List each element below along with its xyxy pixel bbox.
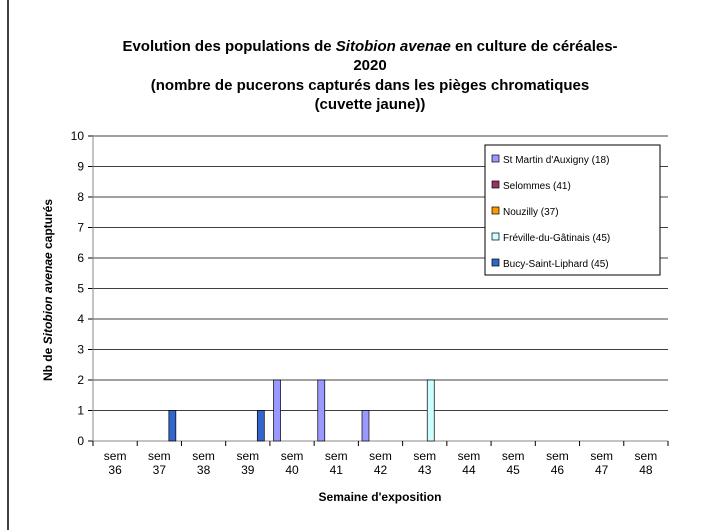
bar <box>426 379 435 442</box>
legend-label: Bucy-Saint-Liphard (45) <box>503 259 609 270</box>
x-tick-label: sem 47 <box>590 449 613 477</box>
y-tick-label: 9 <box>77 160 84 174</box>
y-tick-label: 8 <box>77 190 84 204</box>
legend-swatch <box>491 154 500 163</box>
bar <box>168 410 177 442</box>
x-tick-label: sem 44 <box>458 449 481 477</box>
y-tick-label: 5 <box>77 282 84 296</box>
bar <box>256 410 265 442</box>
x-tick-label: sem 39 <box>236 449 259 477</box>
legend-label: Fréville-du-Gâtinais (45) <box>503 233 610 244</box>
x-tick-label: sem 48 <box>635 449 658 477</box>
bar <box>273 379 281 442</box>
x-tick-label: sem 42 <box>369 449 392 477</box>
legend-swatch <box>491 258 500 267</box>
chart-title-line: 2020 <box>353 57 386 74</box>
legend-swatch <box>491 180 500 189</box>
x-tick-label: sem 40 <box>281 449 304 477</box>
legend-swatch <box>491 206 500 215</box>
y-tick-label: 3 <box>77 343 84 357</box>
bar <box>317 379 326 442</box>
y-tick-label: 0 <box>77 434 84 448</box>
y-tick-label: 2 <box>77 373 84 387</box>
x-tick-label: sem 45 <box>502 449 525 477</box>
legend-swatch <box>491 232 500 241</box>
y-tick-label: 7 <box>77 221 84 235</box>
bar <box>361 410 370 442</box>
chart-title: Evolution des populations de Sitobion av… <box>122 38 617 74</box>
y-axis-title: Nb de Sitobion avenae capturés <box>41 199 55 381</box>
y-tick-label: 1 <box>77 404 84 418</box>
chart-subtitle: (nombre de pucerons capturés dans les pi… <box>151 77 589 113</box>
legend-label: Selommes (41) <box>503 181 571 192</box>
x-tick-label: sem 37 <box>148 449 171 477</box>
x-axis-title: Semaine d'exposition <box>319 490 442 504</box>
y-tick-label: 6 <box>77 251 84 265</box>
legend-label: Nouzilly (37) <box>503 207 559 218</box>
x-tick-label: sem 36 <box>104 449 127 477</box>
y-tick-label: 4 <box>77 312 84 326</box>
x-tick-label: sem 38 <box>192 449 215 477</box>
y-tick-label: 10 <box>71 129 85 143</box>
legend-label: St Martin d'Auxigny (18) <box>503 155 609 166</box>
x-tick-label: sem 46 <box>546 449 569 477</box>
x-tick-label: sem 43 <box>413 449 436 477</box>
x-tick-label: sem 41 <box>325 449 348 477</box>
legend-box <box>484 144 661 276</box>
